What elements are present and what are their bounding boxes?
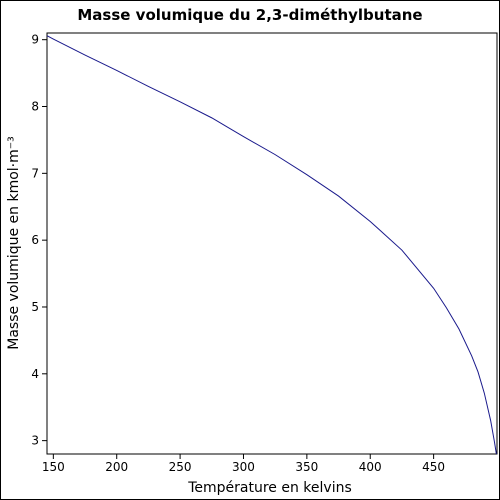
x-axis-label: Température en kelvins <box>187 480 352 496</box>
x-tick-label: 250 <box>169 460 192 474</box>
plot-area <box>46 32 498 455</box>
y-tick-label: 7 <box>31 166 39 180</box>
density-curve <box>46 35 497 455</box>
x-tick-label: 150 <box>42 460 65 474</box>
x-tick-label: 350 <box>295 460 318 474</box>
x-tick-label: 300 <box>232 460 255 474</box>
x-tick-label: 200 <box>105 460 128 474</box>
y-axis: 3 4 5 6 7 8 9 <box>31 33 47 448</box>
y-tick-label: 5 <box>31 300 39 314</box>
y-tick-label: 3 <box>31 434 39 448</box>
x-tick-label: 400 <box>359 460 382 474</box>
y-tick-label: 9 <box>31 33 39 47</box>
chart-title: Masse volumique du 2,3-diméthylbutane <box>77 6 422 24</box>
y-tick-label: 8 <box>31 100 39 114</box>
y-axis-label: Masse volumique en kmol·m⁻³ <box>6 136 22 350</box>
y-tick-label: 6 <box>31 233 39 247</box>
y-tick-label: 4 <box>31 367 39 381</box>
x-axis: 150 200 250 300 350 400 450 <box>42 454 445 474</box>
x-tick-label: 450 <box>422 460 445 474</box>
